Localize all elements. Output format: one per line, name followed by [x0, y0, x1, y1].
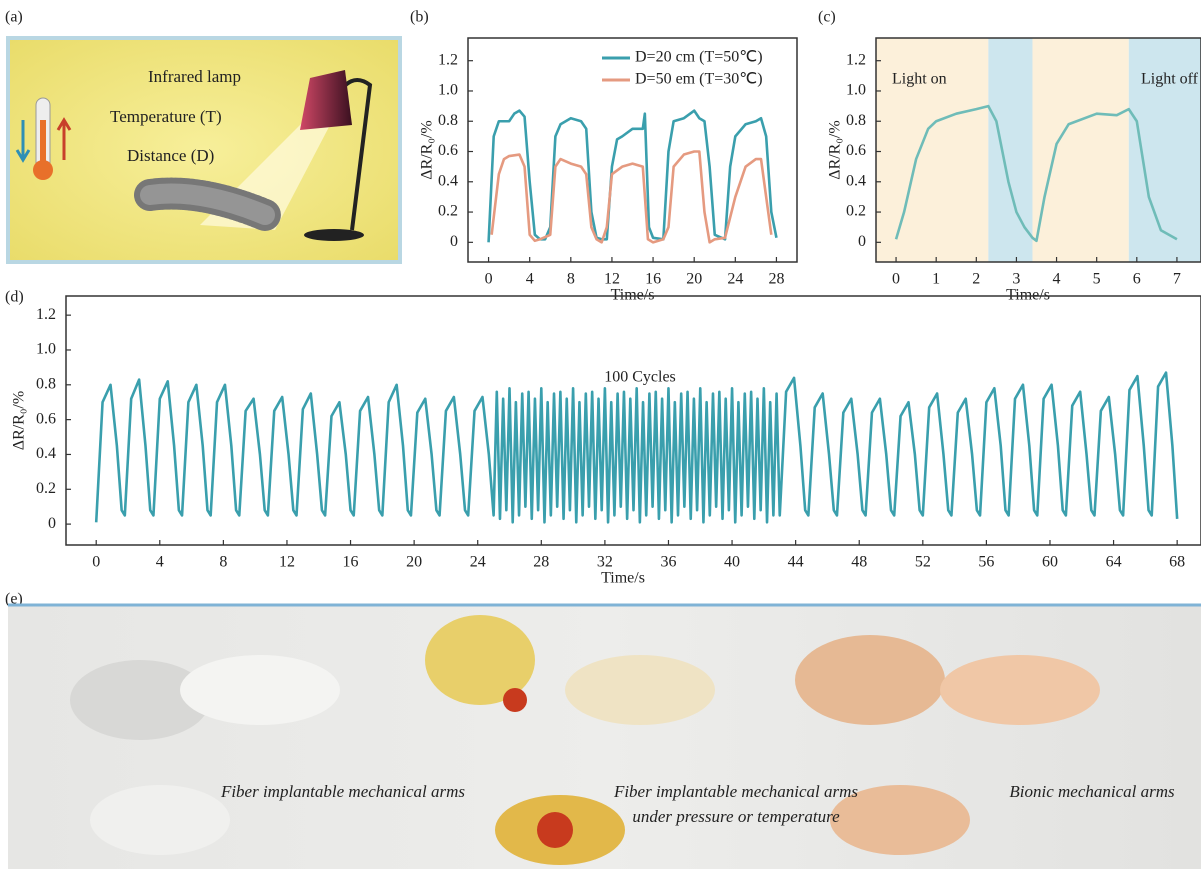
- y-tick-label: 0.2: [846, 203, 866, 220]
- y-tick-label: 0.4: [438, 172, 458, 189]
- x-tick-label: 44: [788, 554, 804, 571]
- x-tick-label: 12: [604, 271, 620, 288]
- y-tick-label: 0: [858, 233, 866, 250]
- legend-label: D=20 cm (T=50℃): [635, 49, 763, 66]
- y-tick-label: 1.0: [36, 341, 56, 358]
- x-tick-label: 20: [686, 271, 702, 288]
- caption: Fiber implantable mechanical arms: [613, 782, 858, 801]
- y-tick-label: 0: [48, 515, 56, 532]
- x-tick-label: 5: [1093, 271, 1101, 288]
- x-tick-label: 0: [892, 271, 900, 288]
- y-axis-label: ΔR/R₀/%: [11, 391, 28, 450]
- panel-label: (d): [5, 289, 24, 306]
- caption: Bionic mechanical arms: [1009, 782, 1175, 801]
- x-tick-label: 6: [1133, 271, 1141, 288]
- y-tick-label: 0.4: [36, 445, 56, 462]
- page: (a) (b) (c) (d) (e) Infrared lamp Temper…: [0, 0, 1201, 869]
- x-tick-label: 4: [1053, 271, 1061, 288]
- x-tick-label: 28: [768, 271, 784, 288]
- x-tick-label: 48: [851, 554, 867, 571]
- panel-label: (a): [5, 9, 23, 26]
- y-tick-label: 0.6: [36, 410, 56, 427]
- x-tick-label: 0: [92, 554, 100, 571]
- illustration-a: Infrared lamp Temperature (T) Distance (…: [8, 38, 400, 262]
- x-tick-label: 8: [219, 554, 227, 571]
- series-line: [96, 373, 1177, 523]
- x-tick-label: 16: [343, 554, 359, 571]
- x-tick-label: 0: [485, 271, 493, 288]
- annotation: Light on: [892, 71, 947, 88]
- x-tick-label: 20: [406, 554, 422, 571]
- figure: (a) (b) (c) (d) (e) Infrared lamp Temper…: [0, 0, 1201, 869]
- label: Distance (D): [127, 146, 214, 165]
- illustration-e: Fiber implantable mechanical arms Fiber …: [8, 605, 1201, 869]
- x-tick-label: 1: [932, 271, 940, 288]
- y-tick-label: 0.8: [846, 112, 866, 129]
- x-tick-label: 36: [660, 554, 676, 571]
- y-tick-label: 1.2: [36, 306, 56, 323]
- label: Temperature (T): [110, 107, 222, 126]
- heat-spot: [503, 688, 527, 712]
- x-tick-label: 12: [279, 554, 295, 571]
- x-tick-label: 40: [724, 554, 740, 571]
- arm: [180, 655, 340, 725]
- x-tick-label: 4: [526, 271, 534, 288]
- caption: Fiber implantable mechanical arms: [220, 782, 465, 801]
- y-tick-label: 0.8: [438, 112, 458, 129]
- x-tick-label: 56: [978, 554, 994, 571]
- x-tick-label: 32: [597, 554, 613, 571]
- y-tick-label: 0: [450, 233, 458, 250]
- y-tick-label: 1.0: [846, 82, 866, 99]
- legend-label: D=50 em (T=30℃): [635, 71, 763, 88]
- y-tick-label: 0.6: [438, 142, 458, 159]
- y-axis-label: ΔR/R₀/%: [827, 120, 844, 179]
- y-tick-label: 0.4: [846, 172, 866, 189]
- annotation: 100 Cycles: [604, 369, 676, 386]
- x-tick-label: 4: [156, 554, 164, 571]
- x-tick-label: 24: [727, 271, 743, 288]
- label: Infrared lamp: [148, 67, 241, 86]
- x-tick-label: 16: [645, 271, 661, 288]
- thermometer-bulb: [33, 160, 53, 180]
- lamp-base: [304, 229, 364, 241]
- y-tick-label: 1.2: [438, 51, 458, 68]
- x-axis-label: Time/s: [611, 287, 655, 304]
- x-tick-label: 3: [1012, 271, 1020, 288]
- x-axis-label: Time/s: [1006, 287, 1050, 304]
- y-tick-label: 0.2: [438, 203, 458, 220]
- x-tick-label: 8: [567, 271, 575, 288]
- arm: [565, 655, 715, 725]
- series-line: [489, 111, 777, 243]
- panel-label: (b): [410, 9, 429, 26]
- x-axis-label: Time/s: [601, 570, 645, 587]
- caption: under pressure or temperature: [632, 807, 840, 826]
- x-tick-label: 28: [533, 554, 549, 571]
- y-tick-label: 1.2: [846, 51, 866, 68]
- arm: [940, 655, 1100, 725]
- y-tick-label: 0.6: [846, 142, 866, 159]
- y-axis-label: ΔR/R₀/%: [419, 120, 436, 179]
- x-tick-label: 24: [470, 554, 486, 571]
- heat-spot: [537, 812, 573, 848]
- x-tick-label: 2: [972, 271, 980, 288]
- arm: [90, 785, 230, 855]
- chart: 0 0.2 0.4 0.6 0.8 1.0 1.2 0 1 2 3 4 5 6 7 Time/s ΔR/R₀/%…: [827, 38, 1201, 304]
- band: [1032, 38, 1128, 262]
- y-tick-label: 0.2: [36, 480, 56, 497]
- arm: [795, 635, 945, 725]
- x-tick-label: 7: [1173, 271, 1181, 288]
- annotation: Light off: [1141, 71, 1199, 88]
- x-tick-label: 52: [915, 554, 931, 571]
- y-tick-label: 1.0: [438, 82, 458, 99]
- y-tick-label: 0.8: [36, 375, 56, 392]
- x-tick-label: 64: [1106, 554, 1122, 571]
- x-tick-label: 68: [1169, 554, 1185, 571]
- x-tick-label: 60: [1042, 554, 1058, 571]
- panel-label: (c): [818, 9, 836, 26]
- chart: 0 0.2 0.4 0.6 0.8 1.0 1.2 0 4 8 12 16 20 24 28 Time/s ΔR…: [419, 38, 797, 304]
